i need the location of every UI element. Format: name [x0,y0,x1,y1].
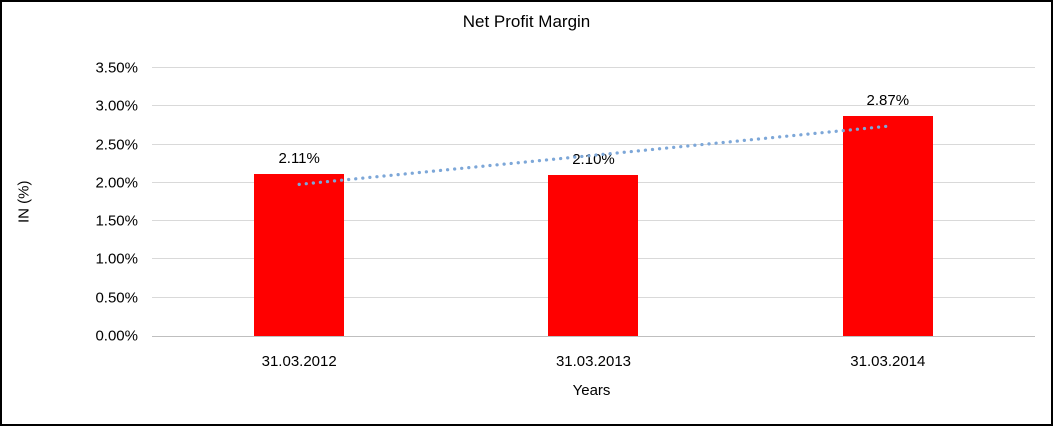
x-axis-tick-labels: 31.03.2012 31.03.2013 31.03.2014 [152,353,1035,370]
y-tick-label: 0.00% [95,327,138,345]
y-tick-label: 2.50% [95,136,138,154]
bar-value-label: 2.87% [866,92,910,110]
y-tick-label: 1.50% [95,212,138,230]
x-tick-label: 31.03.2012 [261,353,337,370]
x-tick-label: 31.03.2014 [850,353,926,370]
bar-series: 2.11% 2.10% 2.87% [152,68,1035,336]
chart-title: Net Profit Margin [462,12,591,31]
plot-area: 2.11% 2.10% 2.87% [152,67,1035,337]
y-axis-title: IN (%) [15,180,33,224]
y-tick-label: 2.00% [95,174,138,192]
plot-column: 2.11% 2.10% 2.87% 31.03.2012 31.03.2013 31.0… [152,67,1035,370]
x-axis-title: Years [572,382,611,399]
bar: 2.11% [254,150,345,336]
bar: 2.87% [842,92,933,336]
x-tick-label: 31.03.2013 [555,353,632,370]
bar-value-label: 2.10% [572,151,615,169]
bar-cell: 2.10% [446,68,740,336]
bar-cell: 2.87% [741,68,1035,336]
y-tick-label: 3.50% [95,59,138,77]
y-axis-tick-labels: 0.00% 0.50% 1.00% 1.50% 2.00% 2.50% 3.00% 3.50% [46,60,138,345]
y-tick-label: 0.50% [95,289,138,307]
y-tick-label: 3.00% [95,97,138,115]
bar-cell: 2.11% [152,68,446,336]
y-tick-label: 1.00% [95,250,138,268]
bar: 2.10% [548,151,639,336]
chart-body: IN (%) 0.00% 0.50% 1.00% 1.50% 2.00% 2.50% 3.0… [2,60,1051,370]
bar-value-label: 2.11% [278,150,320,168]
gridline [152,105,1035,107]
gridline [152,67,1035,68]
